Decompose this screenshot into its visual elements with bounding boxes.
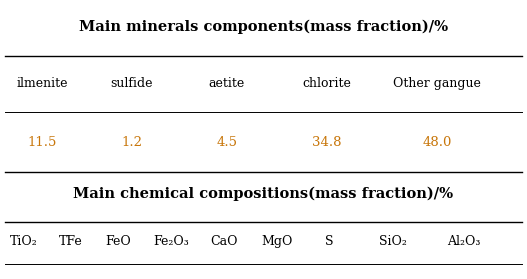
Text: chlorite: chlorite xyxy=(302,77,351,90)
Text: TiO₂: TiO₂ xyxy=(10,235,37,248)
Text: Al₂O₃: Al₂O₃ xyxy=(447,235,481,248)
Text: TFe: TFe xyxy=(59,235,83,248)
Text: CaO: CaO xyxy=(210,235,238,248)
Text: Fe₂O₃: Fe₂O₃ xyxy=(153,235,189,248)
Text: S: S xyxy=(325,235,334,248)
Text: FeO: FeO xyxy=(106,235,131,248)
Text: Other gangue: Other gangue xyxy=(394,77,481,90)
Text: 34.8: 34.8 xyxy=(312,136,341,149)
Text: 48.0: 48.0 xyxy=(423,136,452,149)
Text: ilmenite: ilmenite xyxy=(16,77,68,90)
Text: 1.2: 1.2 xyxy=(121,136,142,149)
Text: MgO: MgO xyxy=(261,235,292,248)
Text: 4.5: 4.5 xyxy=(216,136,237,149)
Text: SiO₂: SiO₂ xyxy=(379,235,406,248)
Text: Main minerals components(mass fraction)/%: Main minerals components(mass fraction)/… xyxy=(79,20,448,34)
Text: sulfide: sulfide xyxy=(111,77,153,90)
Text: Main chemical compositions(mass fraction)/%: Main chemical compositions(mass fraction… xyxy=(73,187,454,201)
Text: aetite: aetite xyxy=(209,77,245,90)
Text: 11.5: 11.5 xyxy=(27,136,57,149)
